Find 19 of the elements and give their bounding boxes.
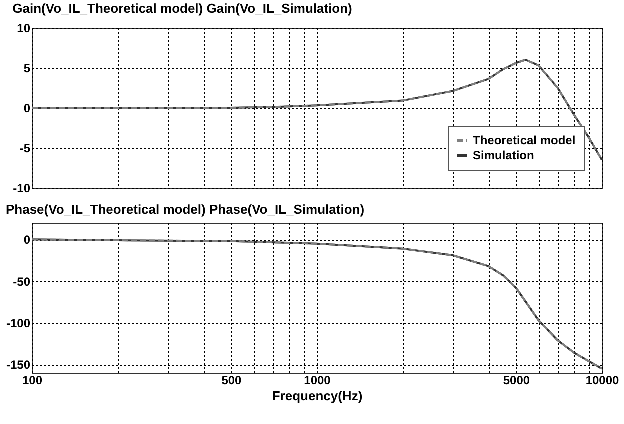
x-tick-label: 5000: [503, 374, 530, 388]
y-tick-label: -100: [6, 316, 31, 330]
legend-label: Theoretical model: [473, 134, 576, 148]
y-tick-label: 10: [17, 22, 31, 36]
chart-title: Gain(Vo_IL_Theoretical model) Gain(Vo_IL_Simulation): [12, 1, 352, 16]
y-tick-label: 5: [24, 62, 31, 76]
y-tick-label: -10: [13, 182, 31, 196]
x-tick-label: 100: [22, 374, 43, 388]
y-tick-label: -150: [6, 358, 31, 372]
x-axis-title: Frequency(Hz): [272, 388, 363, 404]
x-tick-label: 500: [222, 374, 242, 388]
x-tick-label: 1000: [304, 374, 332, 388]
y-tick-label: 0: [24, 233, 31, 248]
y-tick-label: -50: [13, 274, 31, 289]
chart-title: Phase(Vo_IL_Theoretical model) Phase(Vo_IL_Simulation): [6, 202, 365, 217]
y-tick-label: 0: [24, 102, 31, 116]
y-tick-label: -5: [20, 142, 31, 156]
x-tick-label: 10000: [586, 374, 620, 388]
legend-label: Simulation: [473, 148, 534, 162]
